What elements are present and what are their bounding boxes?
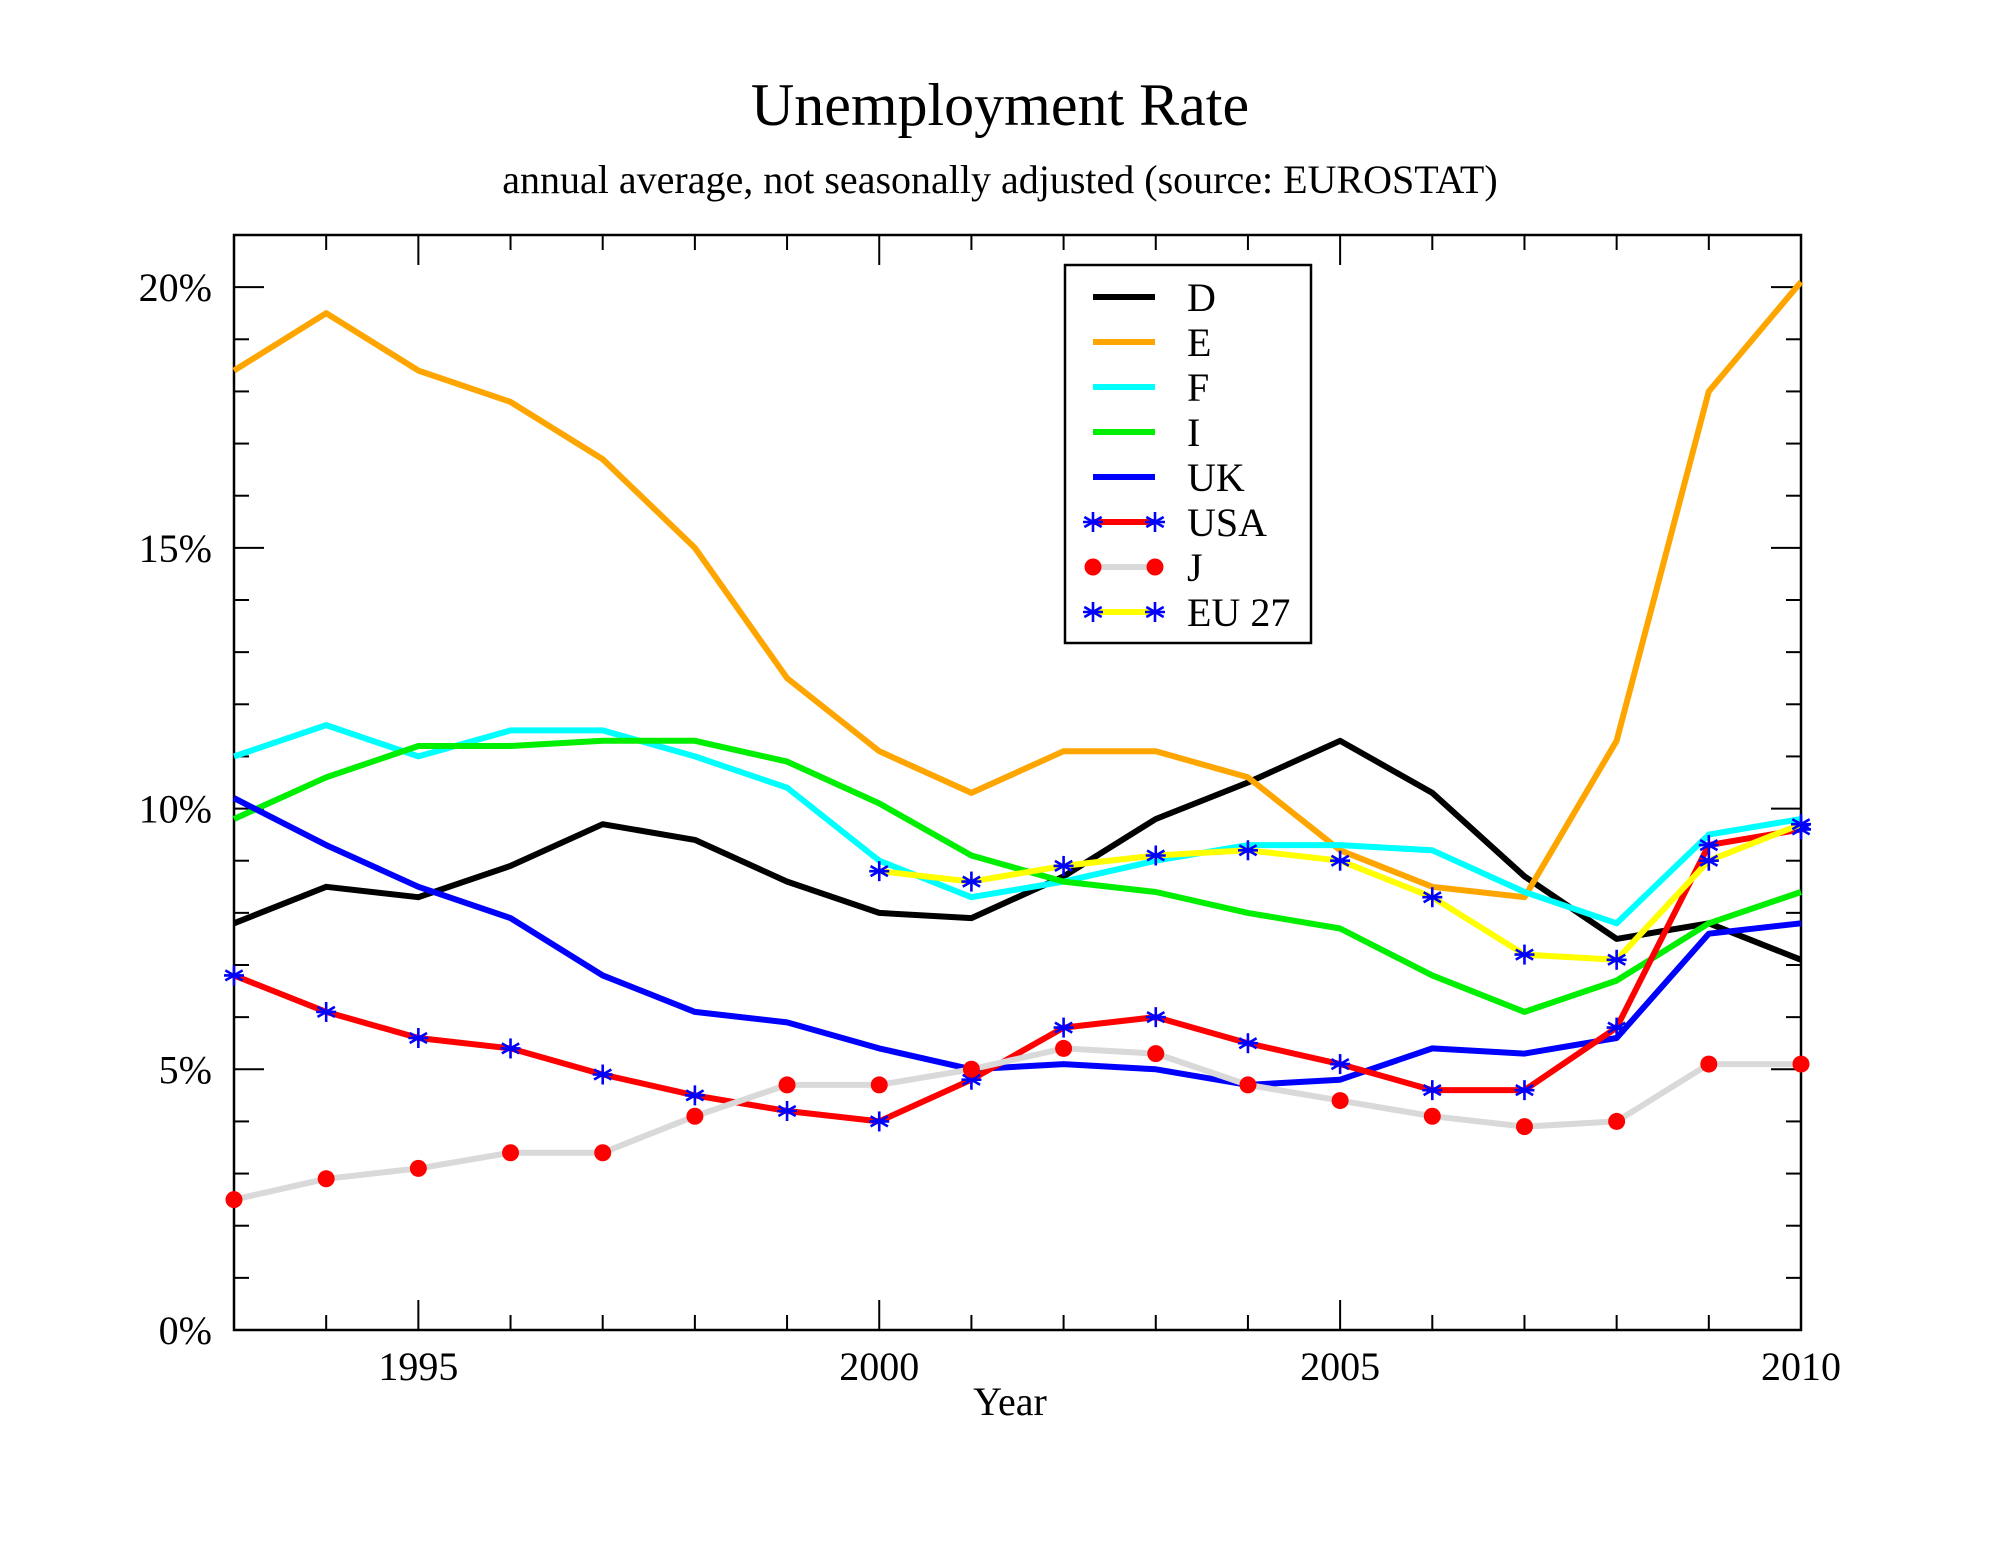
series-markers-eu-27 bbox=[869, 814, 1811, 970]
x-axis-label: Year bbox=[973, 1379, 1047, 1424]
chart-title: Unemployment Rate bbox=[751, 72, 1249, 138]
data-point-usa bbox=[1514, 1080, 1535, 1101]
data-point-usa bbox=[777, 1101, 798, 1121]
series-line-e bbox=[232, 279, 1804, 901]
data-point-usa bbox=[592, 1064, 613, 1085]
data-point-eu-27 bbox=[1237, 840, 1258, 861]
data-point-usa bbox=[500, 1038, 521, 1059]
x-tick-label: 2000 bbox=[839, 1344, 919, 1389]
data-point-j bbox=[1700, 1055, 1718, 1073]
data-point-eu-27 bbox=[1698, 850, 1719, 871]
data-point-j bbox=[1239, 1076, 1257, 1094]
series-line-i bbox=[232, 737, 1802, 1015]
series-markers-usa bbox=[224, 819, 1811, 1132]
series-line-d bbox=[232, 737, 1803, 963]
x-tick-label: 2005 bbox=[1300, 1344, 1380, 1389]
legend-item-eu-27: EU 27 bbox=[1083, 590, 1290, 635]
data-point-eu-27 bbox=[1514, 944, 1535, 965]
legend-item-e: E bbox=[1093, 320, 1211, 365]
data-point-usa bbox=[316, 1001, 337, 1022]
legend-marker-eu-27 bbox=[1083, 602, 1103, 622]
data-point-j bbox=[962, 1060, 980, 1078]
y-tick-label: 15% bbox=[139, 526, 212, 571]
data-point-usa bbox=[1330, 1054, 1351, 1075]
legend-item-d: D bbox=[1093, 275, 1216, 320]
data-point-usa bbox=[1698, 835, 1719, 856]
y-tick-label: 5% bbox=[159, 1047, 212, 1092]
x-tick-label: 1995 bbox=[378, 1344, 458, 1389]
data-point-eu-27 bbox=[1145, 845, 1166, 866]
legend-marker-j bbox=[1084, 558, 1102, 576]
data-point-eu-27 bbox=[1422, 887, 1443, 908]
chart-subtitle: annual average, not seasonally adjusted … bbox=[502, 157, 1497, 202]
data-point-eu-27 bbox=[1606, 949, 1627, 970]
data-point-eu-27 bbox=[961, 871, 982, 892]
y-tick-label: 10% bbox=[139, 787, 212, 832]
legend-item-i: I bbox=[1093, 410, 1200, 455]
data-point-j bbox=[1608, 1112, 1626, 1130]
plot-frame bbox=[232, 233, 1803, 1332]
plot-area: 0% 5% 10% 15% 20% 1995 2000 2005 2010 bbox=[139, 233, 1841, 1389]
x-tick-label: 2010 bbox=[1761, 1344, 1841, 1389]
legend-label-j: J bbox=[1187, 545, 1203, 590]
legend-item-usa: USA bbox=[1083, 500, 1267, 545]
legend-marker-eu-27 bbox=[1145, 602, 1165, 622]
data-point-usa bbox=[1422, 1080, 1443, 1101]
data-point-usa bbox=[408, 1028, 429, 1048]
legend-label-usa: USA bbox=[1187, 500, 1267, 545]
data-point-j bbox=[409, 1159, 427, 1177]
data-point-j bbox=[1792, 1055, 1810, 1073]
data-point-j bbox=[317, 1170, 335, 1188]
y-tick-label: 20% bbox=[139, 265, 212, 310]
series-line-usa bbox=[232, 826, 1802, 1125]
legend-label-f: F bbox=[1187, 365, 1209, 410]
data-point-eu-27 bbox=[869, 861, 890, 882]
data-point-eu-27 bbox=[1330, 850, 1351, 871]
data-point-eu-27 bbox=[1053, 855, 1074, 876]
data-point-j bbox=[225, 1191, 243, 1209]
legend-marker-usa bbox=[1145, 512, 1165, 532]
data-point-usa bbox=[1145, 1007, 1166, 1028]
legend-marker-usa bbox=[1083, 512, 1103, 532]
data-point-j bbox=[778, 1076, 796, 1094]
y-tick-label: 0% bbox=[159, 1308, 212, 1353]
legend-box bbox=[1063, 263, 1313, 645]
data-point-j bbox=[1147, 1045, 1165, 1063]
data-point-eu-27 bbox=[1791, 814, 1811, 835]
legend-item-f: F bbox=[1093, 365, 1209, 410]
data-point-usa bbox=[224, 965, 244, 986]
data-point-j bbox=[1331, 1092, 1349, 1110]
series-line-j bbox=[233, 1045, 1801, 1203]
series-line-f bbox=[233, 722, 1802, 927]
legend-label-i: I bbox=[1187, 410, 1200, 455]
data-point-j bbox=[870, 1076, 888, 1094]
legend-item-j: J bbox=[1084, 545, 1203, 590]
data-point-usa bbox=[1053, 1017, 1074, 1038]
data-point-usa bbox=[1237, 1033, 1258, 1054]
legend-label-e: E bbox=[1187, 320, 1211, 365]
data-point-usa bbox=[1606, 1017, 1627, 1038]
data-point-j bbox=[594, 1144, 612, 1162]
legend-item-uk: UK bbox=[1093, 455, 1245, 500]
data-point-j bbox=[1515, 1118, 1533, 1136]
legend-label-uk: UK bbox=[1187, 455, 1245, 500]
data-point-j bbox=[502, 1144, 520, 1162]
legend-label-eu-27: EU 27 bbox=[1187, 590, 1290, 635]
series-markers-j bbox=[225, 1039, 1810, 1209]
data-point-usa bbox=[684, 1085, 705, 1106]
legend-marker-j bbox=[1146, 558, 1164, 576]
data-point-j bbox=[1055, 1039, 1073, 1057]
data-point-j bbox=[686, 1107, 704, 1125]
data-point-usa bbox=[869, 1111, 890, 1132]
legend-label-d: D bbox=[1187, 275, 1216, 320]
data-point-j bbox=[1423, 1107, 1441, 1125]
series-line-uk bbox=[232, 795, 1802, 1088]
